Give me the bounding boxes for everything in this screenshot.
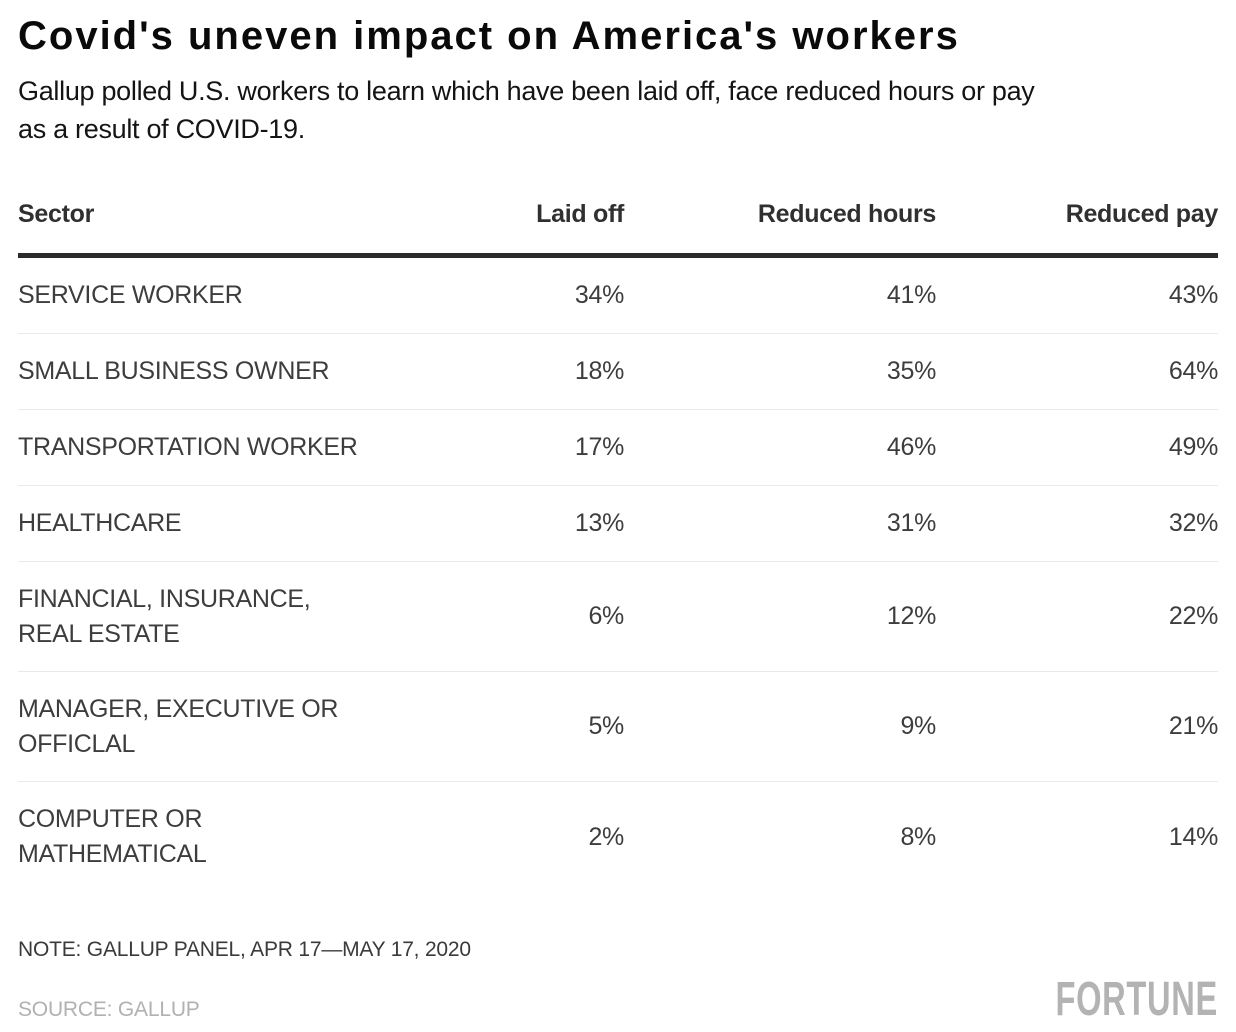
value-cell: 31%: [886, 509, 936, 537]
column-header-sector: Sector: [18, 200, 95, 228]
value-cell: 5%: [588, 712, 624, 740]
value-cell: 6%: [588, 602, 624, 630]
note-text: NOTE: GALLUP PANEL, APR 17—MAY 17, 2020: [18, 938, 471, 961]
table-row: SERVICE WORKER 34% 41% 43%: [18, 258, 1218, 334]
value-cell: 35%: [886, 357, 936, 385]
sector-cell: HEALTHCARE: [18, 509, 182, 537]
infographic: Covid's uneven impact on America's worke…: [0, 14, 1236, 1026]
fortune-logo: FORTUNE: [1055, 973, 1218, 1026]
sector-cell: TRANSPORTATION WORKER: [18, 433, 358, 461]
sector-cell: MANAGER, EXECUTIVE OR OFFICLAL: [18, 694, 339, 758]
table-row: MANAGER, EXECUTIVE OR OFFICLAL 5% 9% 21%: [18, 672, 1218, 782]
value-cell: 64%: [1168, 357, 1218, 385]
footer: SOURCE: GALLUP FORTUNE: [18, 973, 1218, 1026]
value-cell: 13%: [574, 509, 624, 537]
table-header-row: Sector Laid off Reduced hours Reduced pa…: [18, 200, 1218, 258]
value-cell: 22%: [1168, 602, 1218, 630]
value-cell: 43%: [1168, 281, 1218, 309]
table-row: FINANCIAL, INSURANCE, REAL ESTATE 6% 12% 22…: [18, 562, 1218, 672]
value-cell: 14%: [1168, 822, 1218, 851]
table-row: HEALTHCARE 13% 31% 32%: [18, 486, 1218, 562]
table-row: SMALL BUSINESS OWNER 18% 35% 64%: [18, 334, 1218, 410]
value-cell: 21%: [1168, 712, 1218, 740]
value-cell: 41%: [886, 281, 936, 309]
value-cell: 12%: [886, 602, 936, 630]
column-header-reduced-pay: Reduced pay: [1065, 200, 1219, 228]
value-cell: 49%: [1168, 433, 1218, 461]
sector-cell: SMALL BUSINESS OWNER: [18, 357, 330, 385]
table-row: COMPUTER OR MATHEMATICAL 2% 8% 14%: [18, 782, 1218, 892]
page-subtitle: Gallup polled U.S. workers to learn whic…: [18, 76, 1035, 144]
value-cell: 9%: [900, 712, 936, 740]
page-title: Covid's uneven impact on America's worke…: [18, 14, 960, 58]
value-cell: 18%: [574, 357, 624, 385]
column-header-reduced-hours: Reduced hours: [757, 200, 936, 228]
table-body: SERVICE WORKER 34% 41% 43% SMALL BUSINESS OW…: [18, 258, 1218, 892]
table-row: TRANSPORTATION WORKER 17% 46% 49%: [18, 410, 1218, 486]
value-cell: 2%: [588, 822, 624, 851]
value-cell: 46%: [886, 433, 936, 461]
sector-cell: FINANCIAL, INSURANCE, REAL ESTATE: [18, 584, 311, 648]
source-text: SOURCE: GALLUP: [18, 998, 200, 1021]
sector-cell: COMPUTER OR MATHEMATICAL: [18, 805, 207, 868]
column-header-laid-off: Laid off: [536, 200, 624, 228]
value-cell: 17%: [574, 433, 624, 461]
value-cell: 32%: [1168, 509, 1218, 537]
value-cell: 8%: [900, 822, 936, 851]
sector-cell: SERVICE WORKER: [18, 281, 243, 309]
value-cell: 34%: [574, 281, 624, 309]
